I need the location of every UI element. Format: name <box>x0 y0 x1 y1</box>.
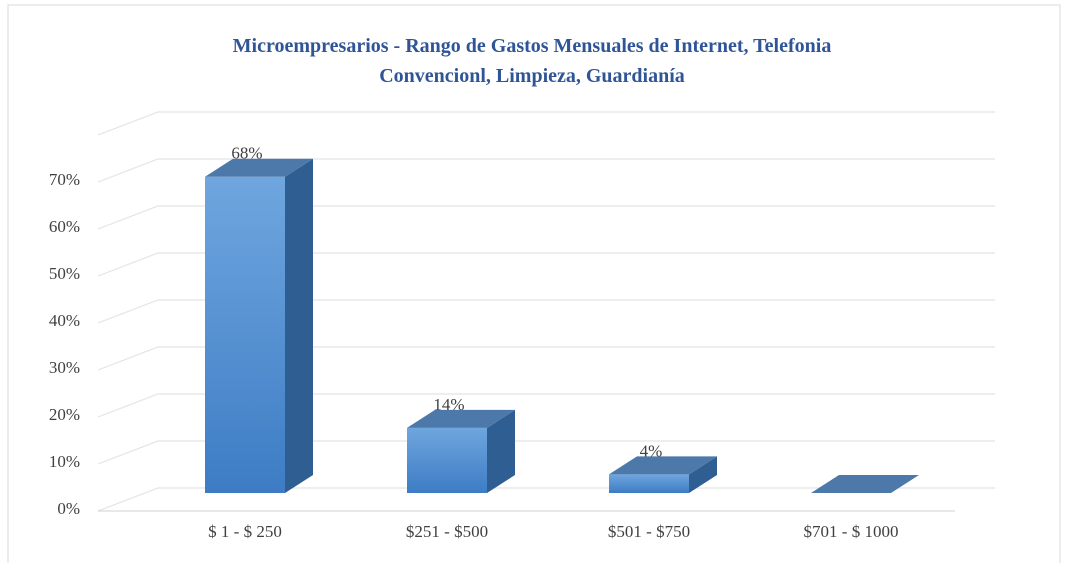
bar-side <box>689 456 717 493</box>
grid-line <box>97 487 995 512</box>
y-tick-label: 0% <box>57 499 80 518</box>
x-tick-label: $251 - $500 <box>406 522 488 541</box>
x-tick-label: $701 - $ 1000 <box>804 522 899 541</box>
bar-top <box>205 158 313 177</box>
grid-line <box>97 158 995 183</box>
bar-front <box>205 176 285 494</box>
data-label: 4% <box>640 441 663 460</box>
bar-top <box>609 456 717 475</box>
data-label: 68% <box>231 144 262 163</box>
y-tick-label: 50% <box>49 264 80 283</box>
grid-line <box>97 252 995 277</box>
grid-line <box>97 346 995 371</box>
y-tick-label: 10% <box>49 452 80 471</box>
chart-frame <box>7 4 1061 563</box>
bar-top <box>407 409 515 428</box>
bar-top <box>811 475 919 493</box>
x-tick-label: $501 - $750 <box>608 522 690 541</box>
y-tick-label: 70% <box>49 170 80 189</box>
y-tick-label: 40% <box>49 311 80 330</box>
x-tick-label: $ 1 - $ 250 <box>208 522 282 541</box>
grid-line <box>97 393 995 418</box>
data-label: 14% <box>433 395 464 414</box>
grid-line <box>97 205 995 230</box>
y-tick-label: 60% <box>49 217 80 236</box>
grid-line <box>97 111 995 136</box>
grid-line <box>97 440 995 465</box>
bar-front <box>407 427 487 493</box>
y-tick-label: 30% <box>49 358 80 377</box>
bar-side <box>487 409 515 493</box>
bar-side <box>285 158 313 494</box>
bar-front <box>609 474 689 493</box>
y-tick-label: 20% <box>49 405 80 424</box>
chart-title: Microempresarios - Rango de Gastos Mensu… <box>233 35 832 87</box>
grid-line <box>97 299 995 324</box>
